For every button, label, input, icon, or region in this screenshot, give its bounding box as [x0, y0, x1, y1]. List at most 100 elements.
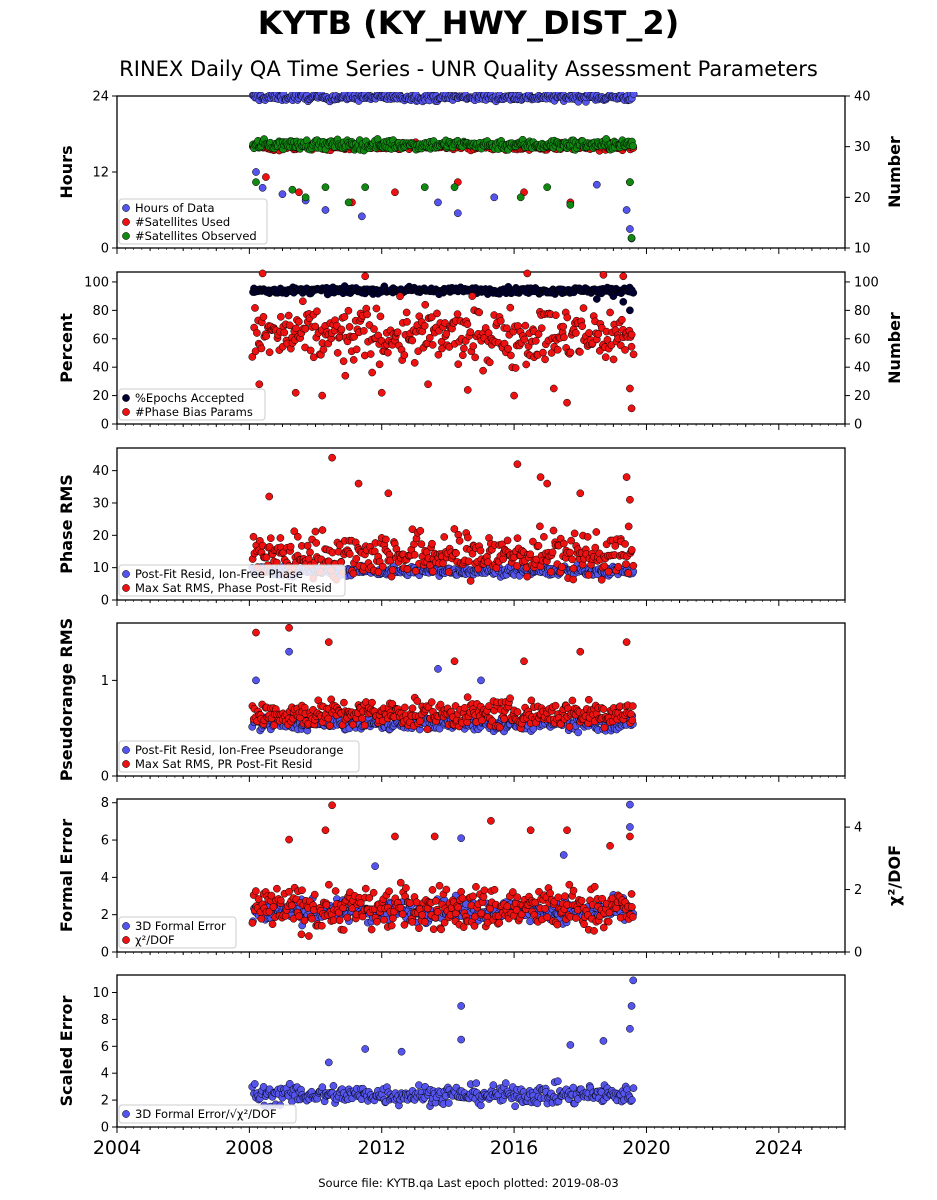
data-point [375, 360, 384, 369]
data-point [607, 341, 616, 349]
data-point [339, 926, 348, 934]
data-point [506, 303, 515, 312]
data-point [286, 542, 295, 551]
data-point [387, 572, 396, 581]
data-point [520, 657, 528, 666]
data-point [464, 557, 473, 566]
data-point [396, 878, 405, 887]
data-point [627, 234, 636, 242]
data-point [472, 1079, 481, 1088]
data-point [329, 1082, 338, 1090]
data-point [526, 917, 534, 926]
data-point [398, 910, 407, 918]
data-point [393, 328, 402, 337]
data-point [321, 183, 330, 192]
data-point [319, 345, 328, 354]
data-point [382, 535, 390, 544]
data-point [565, 722, 574, 731]
data-point [457, 834, 465, 843]
data-point [431, 897, 440, 905]
data-point [458, 894, 467, 903]
data-point [513, 534, 522, 543]
data-point [551, 311, 560, 320]
data-point [253, 329, 261, 337]
data-point [439, 559, 447, 568]
data-point [278, 190, 287, 199]
data-point [453, 209, 462, 218]
data-point [266, 534, 275, 543]
data-point [584, 571, 593, 579]
data-point [543, 479, 552, 488]
legend-label: Post-Fit Resid, Ion-Free Phase [135, 567, 303, 581]
data-point [268, 920, 277, 929]
data-point [348, 904, 357, 913]
data-point [526, 550, 535, 559]
panel-3: 0 10 20 30 40 Phase RMS Post-Fit Resid, Ion-Fr… [57, 447, 846, 609]
y2-tick-label: 0 [854, 946, 862, 961]
y-tick-label: 4 [101, 871, 109, 886]
y-tick-label: 1 [101, 674, 109, 689]
data-point [340, 313, 349, 321]
data-point [345, 323, 354, 331]
data-point [420, 183, 429, 192]
data-point [257, 914, 266, 923]
data-point [629, 142, 637, 150]
data-point [406, 899, 414, 907]
data-point [367, 925, 376, 934]
data-point [476, 546, 485, 555]
data-point [477, 909, 486, 918]
data-point [295, 188, 303, 197]
data-point [460, 344, 468, 353]
data-point [606, 841, 614, 850]
data-point [285, 623, 293, 632]
data-point [384, 348, 392, 357]
data-point [549, 384, 558, 393]
data-point [534, 330, 543, 339]
data-point [312, 539, 321, 547]
data-point [371, 862, 379, 871]
chart-title: KYTB (KY_HWY_DIST_2) [257, 4, 680, 42]
data-point [339, 357, 348, 366]
data-point [291, 388, 300, 397]
data-point [475, 308, 484, 317]
data-point [335, 908, 343, 917]
data-point [565, 880, 574, 889]
data-point [626, 495, 634, 504]
data-point [251, 887, 260, 895]
data-point [513, 460, 522, 469]
y-tick-label: 80 [92, 304, 109, 319]
data-point [563, 398, 571, 407]
data-point [619, 272, 628, 281]
data-point [536, 473, 545, 481]
data-point [356, 898, 365, 907]
legend-label: #Satellites Observed [135, 229, 257, 243]
data-point [599, 705, 608, 713]
data-point [495, 918, 504, 927]
data-point [621, 346, 629, 354]
data-point [412, 898, 421, 907]
y2-tick-label: 20 [854, 191, 871, 206]
data-point [537, 324, 546, 333]
data-point [626, 823, 634, 831]
data-point [361, 183, 370, 192]
data-point [433, 907, 442, 916]
data-point [594, 330, 603, 338]
y2-tick-label: 0 [854, 418, 862, 433]
data-point [361, 272, 370, 281]
data-point [325, 721, 334, 730]
data-point [262, 173, 270, 181]
y-tick-label: 40 [92, 361, 109, 376]
data-point [510, 391, 518, 400]
data-point [522, 360, 531, 369]
data-point [318, 1083, 327, 1092]
data-point [568, 696, 577, 705]
data-point [579, 304, 588, 312]
data-point [344, 198, 353, 207]
legend-marker [122, 204, 130, 212]
y-axis-label: Phase RMS [57, 474, 76, 574]
data-point [389, 914, 397, 923]
series-red [248, 269, 638, 413]
data-point [444, 568, 453, 576]
data-point [335, 541, 344, 550]
